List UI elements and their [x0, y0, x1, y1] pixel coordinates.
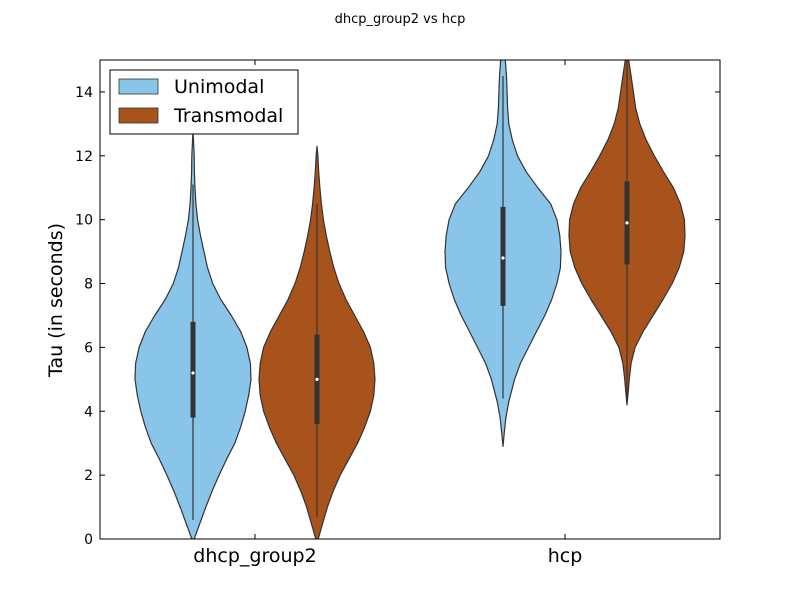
median-point-unimodal-dhcp-group2 [191, 371, 195, 375]
y-tick-label: 2 [84, 468, 93, 484]
x-tick-label: hcp [548, 545, 583, 567]
violins-layer [134, 60, 686, 539]
y-tick-label: 8 [84, 277, 93, 293]
axes-layer: 0 2 4 6 8 10 12 14 dhcp_group2 hcp [75, 60, 720, 567]
y-tick-label: 14 [75, 85, 93, 101]
median-point-transmodal-dhcp-group2 [315, 377, 319, 381]
y-tick-label: 4 [84, 404, 93, 420]
y-tick-label: 6 [84, 340, 93, 356]
median-point-transmodal-hcp [625, 221, 629, 225]
y-tick-label: 12 [75, 149, 93, 165]
legend-label-unimodal: Unimodal [174, 76, 264, 98]
chart-title: dhcp_group2 vs hcp [335, 12, 466, 27]
y-axis-label: Tau (in seconds) [45, 223, 67, 378]
y-tick-label: 10 [75, 213, 93, 229]
y-tick-label: 0 [84, 532, 93, 548]
median-point-unimodal-hcp [501, 256, 505, 260]
x-tick-label: dhcp_group2 [193, 545, 316, 567]
plot-frame [99, 59, 721, 540]
legend-swatch-transmodal [118, 107, 159, 124]
legend[interactable]: Unimodal Transmodal [109, 69, 299, 135]
legend-label-transmodal: Transmodal [173, 105, 283, 127]
legend-swatch-unimodal [118, 78, 159, 95]
iqr-box-unimodal-dhcp-group2 [190, 321, 196, 418]
